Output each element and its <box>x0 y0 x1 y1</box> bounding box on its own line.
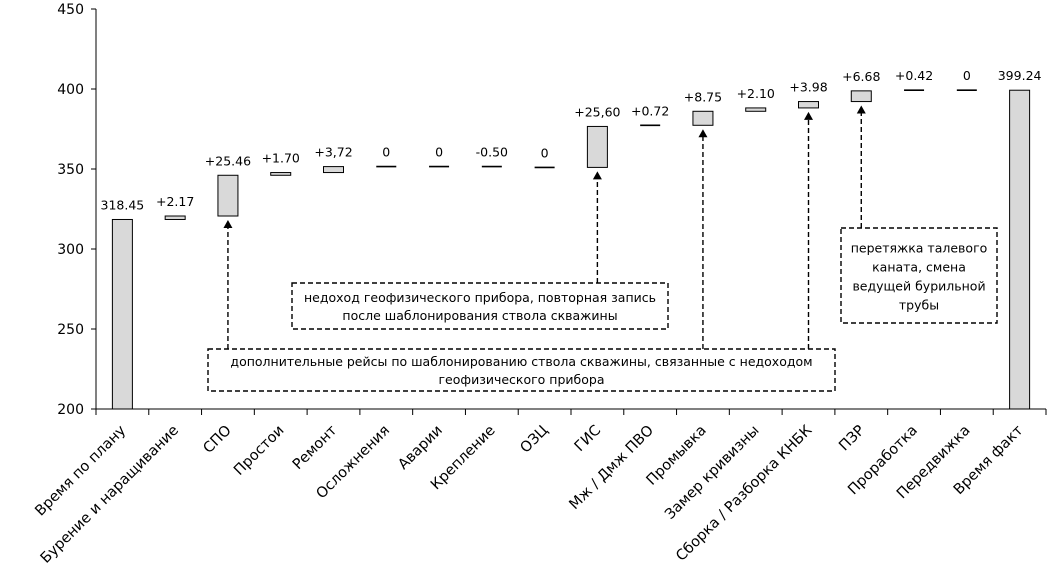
data-label-14: +6.68 <box>842 69 880 84</box>
annotation-text-2-1: каната, смена <box>872 260 966 275</box>
y-tick-label: 200 <box>57 402 84 418</box>
y-tick-label: 250 <box>57 322 84 338</box>
data-label-17: 399.24 <box>998 68 1042 83</box>
annotation-arrowhead-2-0 <box>856 105 866 114</box>
data-label-6: 0 <box>435 145 443 160</box>
annotation-text-2-0: перетяжка талевого <box>851 241 988 256</box>
category-label-14: ПЗР <box>836 422 868 454</box>
annotation-text-0-0: недоход геофизического прибора, повторна… <box>304 290 656 305</box>
annotation-arrowhead-1-2 <box>804 111 813 120</box>
category-label-9: ГИС <box>572 423 604 455</box>
y-tick-label: 300 <box>57 242 84 258</box>
bar-0 <box>111 218 133 410</box>
bar-3 <box>270 172 292 176</box>
category-label-2: СПО <box>201 423 235 457</box>
data-label-9: +25,60 <box>574 104 620 119</box>
data-label-13: +3.98 <box>789 80 827 95</box>
data-label-8: 0 <box>541 145 549 160</box>
annotation-text-0-1: после шаблонирования ствола скважины <box>342 308 617 323</box>
bar-2 <box>217 174 239 217</box>
bar-14 <box>850 90 872 103</box>
category-label-4: Ремонт <box>290 422 341 473</box>
data-label-15: +0.42 <box>895 68 933 83</box>
data-label-16: 0 <box>963 68 971 83</box>
bar-1 <box>164 215 186 220</box>
y-tick-label: 350 <box>57 162 84 178</box>
annotation-box-1 <box>207 348 836 392</box>
bar-11 <box>692 110 714 126</box>
annotation-text-1-1: геофизического прибора <box>438 372 604 387</box>
bar-12 <box>745 107 767 112</box>
data-label-10: +0.72 <box>631 103 669 118</box>
annotation-box-2 <box>840 227 998 324</box>
category-label-8: ОЗЦ <box>518 423 552 457</box>
data-label-3: +1.70 <box>262 151 300 166</box>
bar-13 <box>798 101 819 109</box>
category-label-6: Аварии <box>395 423 445 473</box>
data-label-7: -0.50 <box>476 145 508 160</box>
annotations: недоход геофизического прибора, повторна… <box>207 105 998 392</box>
category-label-3: Простои <box>231 423 287 479</box>
annotation-arrowhead-1-1 <box>698 129 708 138</box>
annotation-box-0 <box>291 282 669 330</box>
annotation-arrowhead-1-0 <box>223 220 233 229</box>
data-label-1: +2.17 <box>156 194 194 209</box>
data-label-12: +2.10 <box>737 86 775 101</box>
data-label-2: +25.46 <box>205 153 251 168</box>
category-label-0: Время по плану <box>32 422 129 519</box>
data-label-11: +8.75 <box>684 89 722 104</box>
data-label-4: +3,72 <box>314 145 352 160</box>
annotation-arrowhead-0-0 <box>592 171 602 180</box>
y-tick-label: 450 <box>57 2 84 18</box>
data-label-0: 318.45 <box>101 197 145 212</box>
bar-9 <box>586 125 608 168</box>
bar-17 <box>1009 89 1031 410</box>
annotation-text-2-2: ведущей бурильной <box>852 279 985 294</box>
category-label-12: Замер кривизны <box>662 423 762 523</box>
axes: 200 250 300 350 400 450 <box>57 2 1047 418</box>
data-label-5: 0 <box>382 145 390 160</box>
y-tick-label: 400 <box>57 82 84 98</box>
annotation-text-2-3: трубы <box>899 298 939 313</box>
bar-4 <box>323 166 344 174</box>
annotation-text-1-0: дополнительные рейсы по шаблонированию с… <box>230 354 812 369</box>
